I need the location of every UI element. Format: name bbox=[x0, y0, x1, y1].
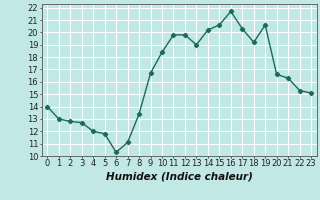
X-axis label: Humidex (Indice chaleur): Humidex (Indice chaleur) bbox=[106, 171, 252, 181]
